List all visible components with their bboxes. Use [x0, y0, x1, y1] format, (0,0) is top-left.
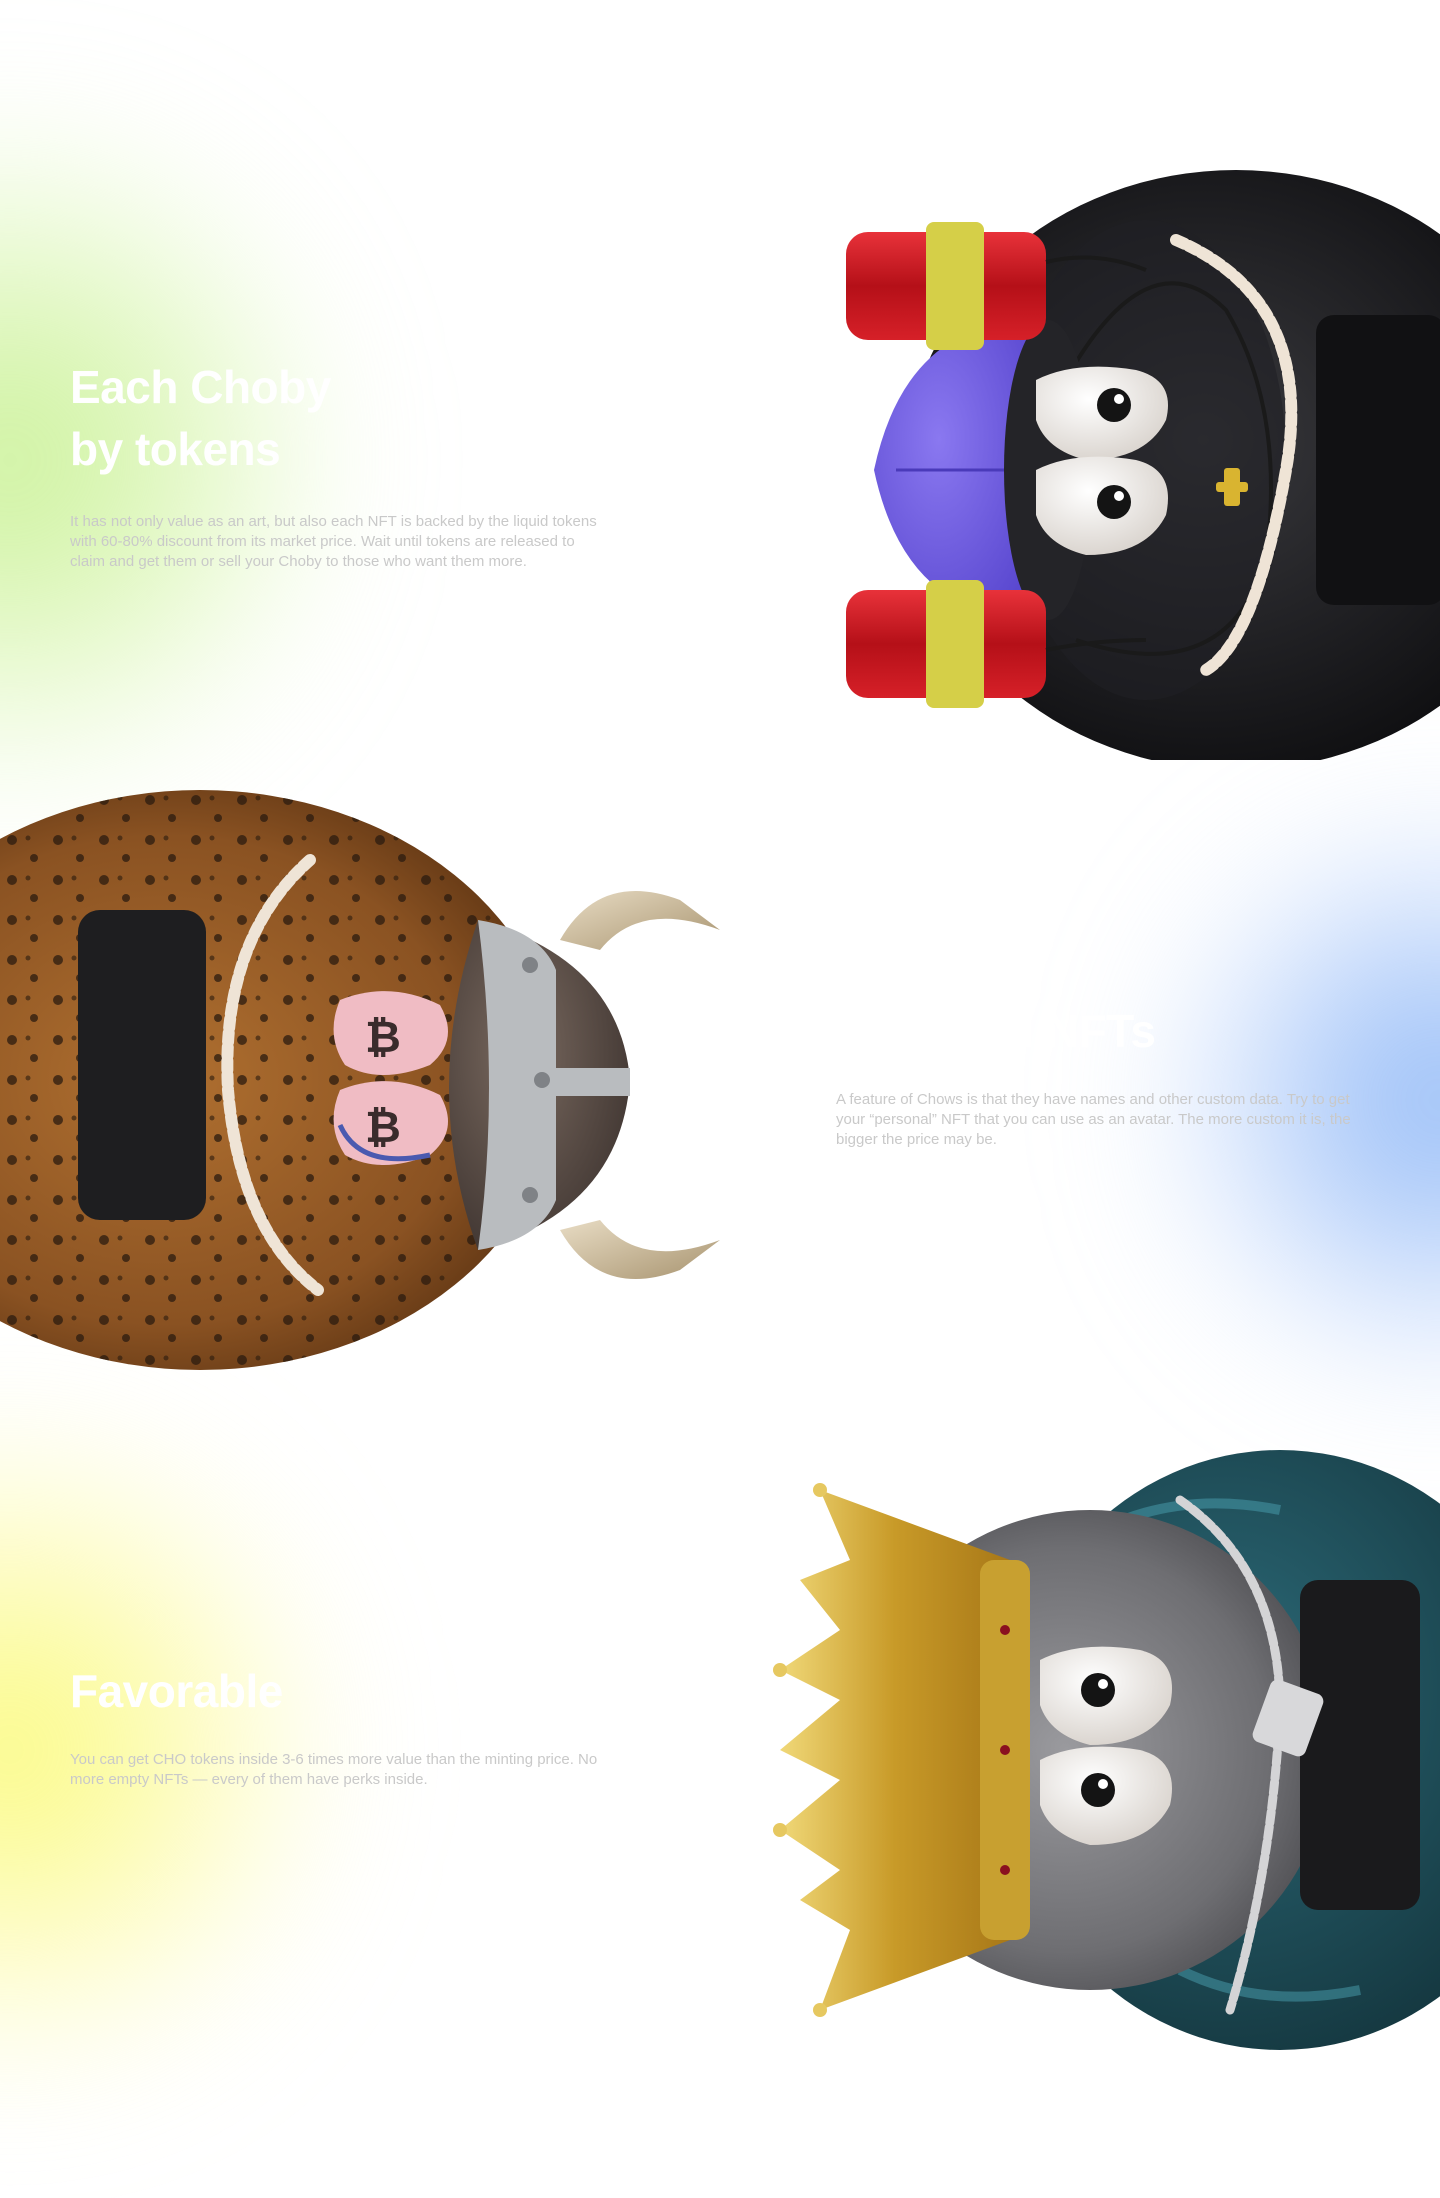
section-body: A feature of Chows is that they have nam… — [836, 1091, 1351, 1148]
svg-text:₿: ₿ — [365, 1012, 401, 1063]
section-heading: Favorable — [70, 1665, 283, 1717]
grey-fur-monster-with-golden-crown-icon — [760, 1450, 1440, 2050]
black-fur-monster-with-purple-cap-and-soda-cans-icon — [846, 170, 1440, 760]
section-named-nfts: d NFTs A feature of Chows is that they h… — [836, 1000, 1356, 1150]
section-backed-by-tokens: Each Choby by tokens It has not only val… — [70, 356, 610, 572]
section-heading: Each Choby by tokens — [70, 361, 331, 475]
svg-text:₿: ₿ — [365, 1102, 401, 1153]
section-body: It has not only value as an art, but als… — [70, 513, 597, 570]
section-favorable: Favorable You can get CHO tokens inside … — [70, 1660, 610, 1790]
section-heading: d NFTs — [1006, 1005, 1156, 1057]
leopard-fur-monster-with-viking-helmet-icon: ₿ ₿ — [0, 790, 730, 1370]
section-body: You can get CHO tokens inside 3-6 times … — [70, 1751, 598, 1788]
